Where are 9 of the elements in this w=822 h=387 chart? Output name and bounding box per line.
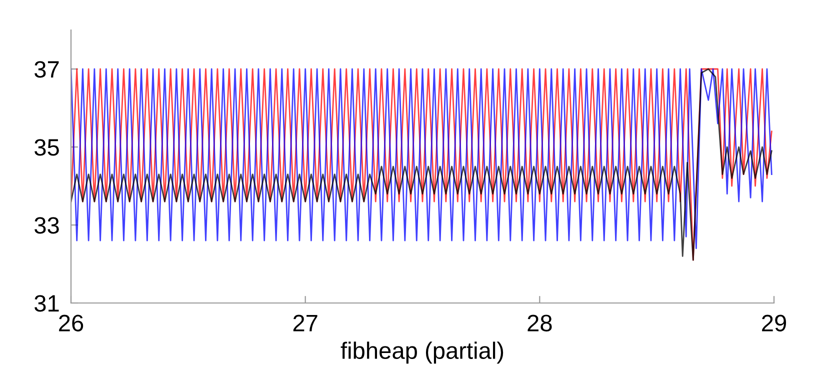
y-tick-label: 35 xyxy=(34,139,59,156)
y-tick-label: 31 xyxy=(34,295,59,312)
x-tick-label: 27 xyxy=(293,314,318,332)
x-tick-label: 29 xyxy=(762,314,786,332)
y-tick-label: 33 xyxy=(34,217,59,234)
x-tick-label: 26 xyxy=(59,314,84,332)
y-tick-label: 37 xyxy=(34,61,59,78)
x-axis-title: fibheap (partial) xyxy=(340,342,504,364)
x-tick-label: 28 xyxy=(528,314,552,332)
